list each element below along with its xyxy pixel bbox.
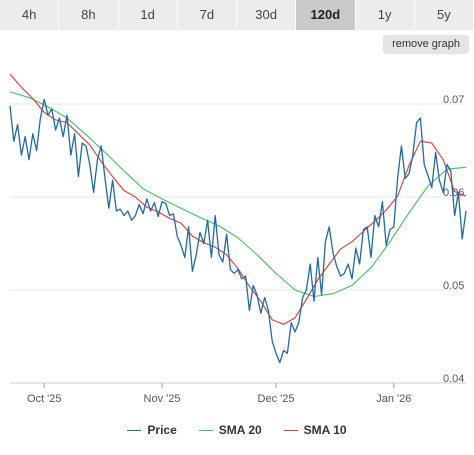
tab-1d[interactable]: 1d xyxy=(118,0,178,30)
timeframe-tabs: 4h 8h 1d 7d 30d 120d 1y 5y xyxy=(0,0,474,30)
legend-swatch-sma20 xyxy=(198,429,213,431)
x-tick-label: Nov '25 xyxy=(144,393,181,405)
series-line-price xyxy=(9,98,467,364)
y-tick-label: 0.04 xyxy=(443,373,464,385)
remove-graph-button[interactable]: remove graph xyxy=(383,35,469,54)
y-tick-label: 0.05 xyxy=(443,280,464,292)
chart-legend: Price SMA 20 SMA 10 xyxy=(0,420,474,440)
tab-5y[interactable]: 5y xyxy=(414,0,474,30)
legend-label-price: Price xyxy=(147,423,177,437)
legend-swatch-sma10 xyxy=(283,429,298,431)
y-tick-label: 0.07 xyxy=(443,94,464,106)
legend-item-sma20[interactable]: SMA 20 xyxy=(198,423,262,437)
tab-4h[interactable]: 4h xyxy=(0,0,60,30)
legend-swatch-price xyxy=(127,429,142,431)
tab-7d[interactable]: 7d xyxy=(177,0,237,30)
x-tick-label: Jan '26 xyxy=(376,393,411,405)
legend-label-sma20: SMA 20 xyxy=(218,423,262,437)
tab-120d[interactable]: 120d xyxy=(296,0,356,30)
series-line-sma20 xyxy=(9,91,467,298)
legend-item-price[interactable]: Price xyxy=(127,423,177,437)
x-tick-label: Dec '25 xyxy=(258,393,295,405)
tab-30d[interactable]: 30d xyxy=(237,0,297,30)
tab-1y[interactable]: 1y xyxy=(355,0,415,30)
legend-item-sma10[interactable]: SMA 10 xyxy=(283,423,347,437)
legend-label-sma10: SMA 10 xyxy=(303,423,347,437)
x-tick-label: Oct '25 xyxy=(27,393,62,405)
series-line-sma10 xyxy=(9,73,467,325)
tab-8h[interactable]: 8h xyxy=(59,0,119,30)
